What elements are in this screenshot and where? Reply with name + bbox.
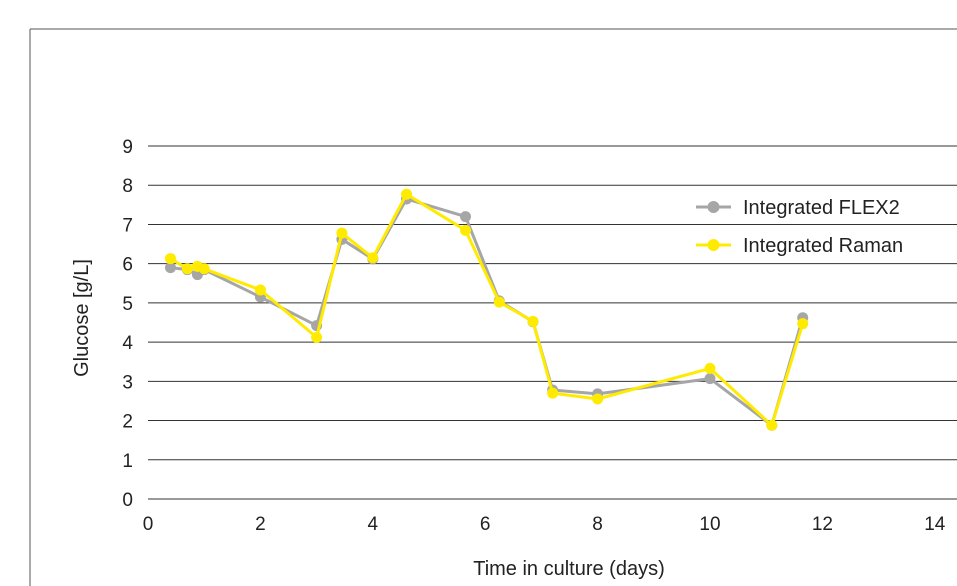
series-line [170,197,805,427]
data-point [592,393,604,405]
data-point [311,331,323,343]
data-point [527,315,539,327]
y-tick-label: 1 [122,451,133,472]
data-point [198,263,210,275]
legend-item: Integrated Raman [696,235,903,257]
y-tick-label: 7 [122,215,133,236]
y-axis-title: Glucose [g/L] [71,259,93,377]
x-tick-label: 12 [812,514,833,535]
data-point [797,318,809,330]
series-line [169,192,805,427]
data-point [704,362,716,374]
y-tick-label: 2 [122,412,133,433]
series-1 [164,188,809,431]
legend-label: Integrated FLEX2 [743,197,900,219]
data-point [401,188,413,200]
data-point [704,373,716,385]
data-point [460,211,472,223]
y-tick-label: 8 [122,176,133,197]
data-point [164,253,176,265]
x-tick-label: 10 [699,514,720,535]
data-point [164,262,176,274]
y-tick-label: 4 [122,333,133,354]
data-point [181,263,193,275]
data-point [254,284,266,296]
y-tick-label: 5 [122,294,133,315]
x-axis-title: Time in culture (days) [473,558,665,580]
x-tick-label: 2 [255,514,266,535]
y-tick-label: 3 [122,372,133,393]
legend: Integrated FLEX2 Integrated Raman [696,197,903,257]
y-axis-ticks: 0 1 2 3 4 5 6 7 8 9 [122,137,133,511]
y-tick-label: 0 [122,490,133,511]
x-axis-ticks: 0 2 4 6 8 10 12 14 [143,514,946,535]
x-tick-label: 0 [143,514,154,535]
data-point [460,224,472,236]
y-tick-label: 6 [122,255,133,276]
x-tick-label: 6 [480,514,491,535]
x-tick-label: 4 [368,514,379,535]
legend-marker [707,239,720,251]
x-tick-label: 8 [592,514,603,535]
legend-marker [707,201,720,213]
legend-item: Integrated FLEX2 [696,197,900,219]
gridlines [148,145,957,500]
data-point [367,252,379,264]
series-layer [164,188,809,431]
data-point [493,296,505,308]
legend-label: Integrated Raman [743,235,903,257]
chart-frame [29,28,957,586]
series-0 [164,193,809,431]
data-point [766,419,778,431]
x-tick-label: 14 [924,514,946,535]
y-tick-label: 9 [122,137,133,158]
data-point [336,227,348,239]
data-point [547,387,559,399]
